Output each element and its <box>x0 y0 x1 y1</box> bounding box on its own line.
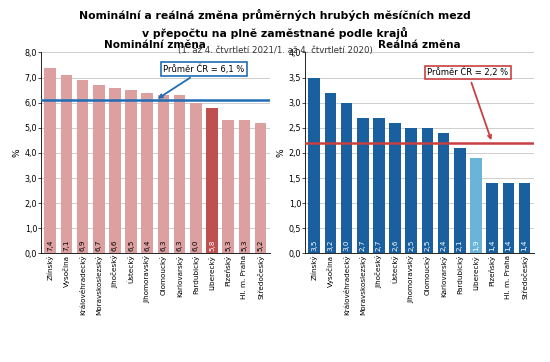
Bar <box>422 128 433 253</box>
Bar <box>222 120 234 253</box>
Bar <box>45 68 56 253</box>
Bar <box>206 108 218 253</box>
Bar <box>76 80 89 253</box>
Bar <box>486 183 498 253</box>
Text: 3,5: 3,5 <box>311 240 317 251</box>
Text: 7,1: 7,1 <box>63 240 69 251</box>
Bar <box>324 93 336 253</box>
Text: 5,2: 5,2 <box>257 240 263 251</box>
Text: Průměr ČR = 2,2 %: Průměr ČR = 2,2 % <box>427 68 509 138</box>
Y-axis label: %: % <box>277 149 285 157</box>
Text: 2,7: 2,7 <box>360 240 366 251</box>
Text: 2,1: 2,1 <box>457 240 463 251</box>
Bar <box>373 118 385 253</box>
Text: 6,9: 6,9 <box>80 240 86 251</box>
Text: 6,7: 6,7 <box>96 240 102 251</box>
Text: 1,4: 1,4 <box>505 240 512 251</box>
Bar <box>309 77 320 253</box>
Text: 2,5: 2,5 <box>408 240 414 251</box>
Text: 6,3: 6,3 <box>177 240 183 251</box>
Bar <box>503 183 514 253</box>
Bar <box>255 123 266 253</box>
Bar <box>93 85 104 253</box>
Text: 6,5: 6,5 <box>128 240 134 251</box>
Bar <box>454 148 466 253</box>
Text: Nominální a reálná změna průměrných hrubých měsíčních mezd: Nominální a reálná změna průměrných hrub… <box>79 9 471 21</box>
Bar <box>470 158 482 253</box>
Bar <box>141 93 153 253</box>
Bar <box>174 95 185 253</box>
Bar <box>389 123 401 253</box>
Text: (1. až 4. čtvrtletí 2021/1. až 4. čtvrtletí 2020): (1. až 4. čtvrtletí 2021/1. až 4. čtvrtl… <box>178 46 372 55</box>
Title: Reálná změna: Reálná změna <box>378 40 461 50</box>
Bar <box>158 95 169 253</box>
Y-axis label: %: % <box>13 149 22 157</box>
Text: 5,3: 5,3 <box>225 240 231 251</box>
Text: 2,6: 2,6 <box>392 240 398 251</box>
Text: 3,0: 3,0 <box>344 240 350 251</box>
Bar <box>519 183 530 253</box>
Bar <box>357 118 368 253</box>
Text: Průměr ČR = 6,1 %: Průměr ČR = 6,1 % <box>160 64 245 98</box>
Bar <box>239 120 250 253</box>
Text: 6,3: 6,3 <box>161 240 167 251</box>
Text: 7,4: 7,4 <box>47 240 53 251</box>
Text: 1,4: 1,4 <box>489 240 495 251</box>
Title: Nominální změna: Nominální změna <box>104 40 206 50</box>
Text: 3,2: 3,2 <box>327 240 333 251</box>
Bar <box>438 133 449 253</box>
Text: 5,8: 5,8 <box>209 240 215 251</box>
Text: 1,9: 1,9 <box>473 240 479 251</box>
Bar <box>340 103 353 253</box>
Bar <box>109 88 121 253</box>
Text: 2,7: 2,7 <box>376 240 382 251</box>
Text: v přepočtu na plně zaměstnané podle krajů: v přepočtu na plně zaměstnané podle kraj… <box>142 27 408 39</box>
Bar <box>405 128 417 253</box>
Text: 6,0: 6,0 <box>193 240 199 251</box>
Text: 6,6: 6,6 <box>112 240 118 251</box>
Text: 5,3: 5,3 <box>241 240 248 251</box>
Bar <box>190 103 202 253</box>
Bar <box>125 90 137 253</box>
Text: 2,4: 2,4 <box>441 240 447 251</box>
Text: 6,4: 6,4 <box>144 240 150 251</box>
Text: 1,4: 1,4 <box>521 240 527 251</box>
Text: 2,5: 2,5 <box>425 240 431 251</box>
Bar <box>60 75 72 253</box>
